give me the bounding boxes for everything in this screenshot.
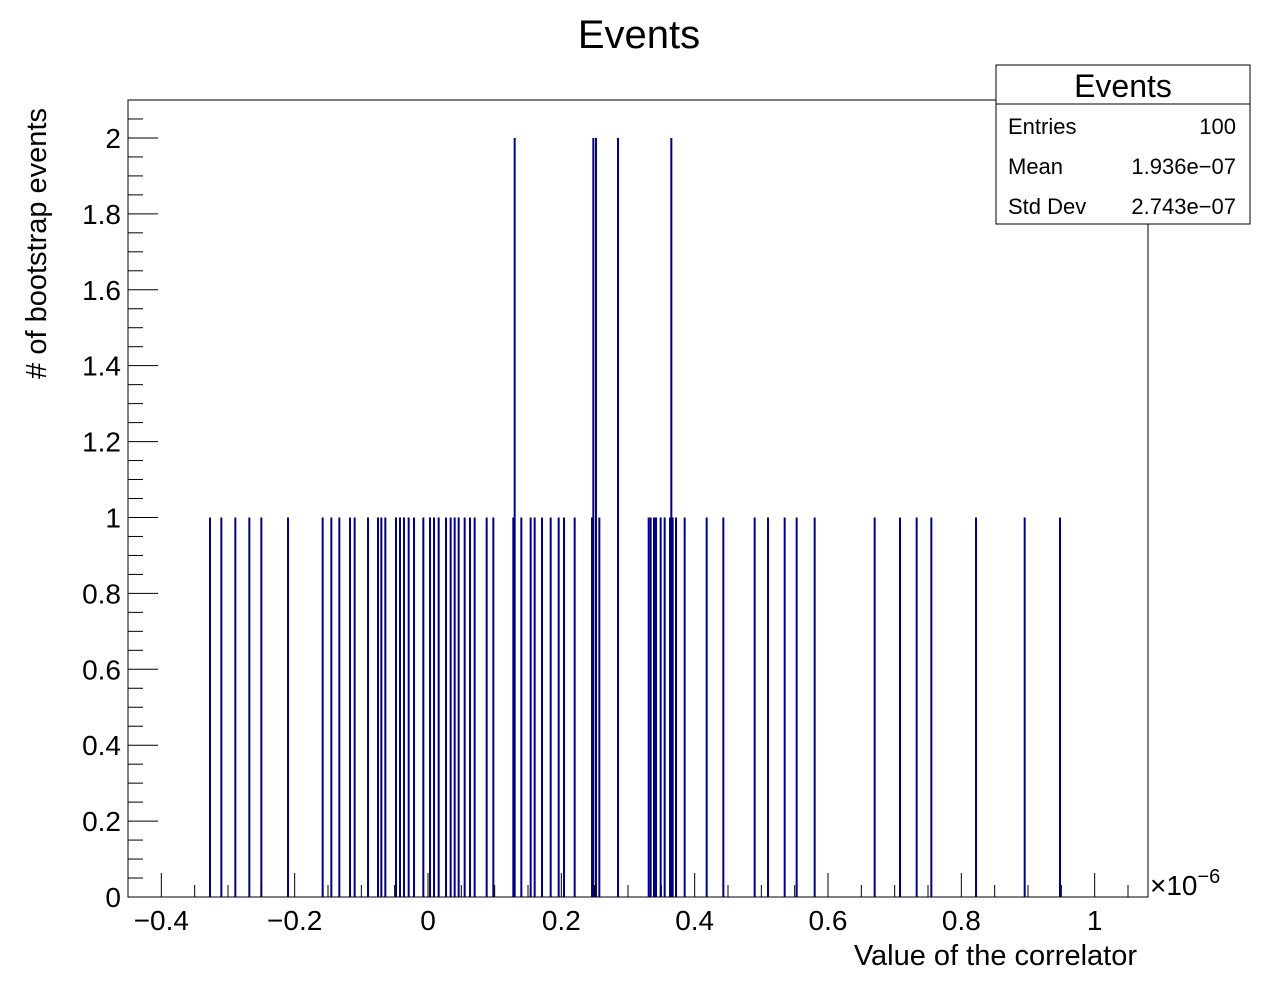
x-tick-label: 0.6 <box>809 905 848 936</box>
y-axis-ticks: 0 0.2 0.4 0.6 0.8 1 1.2 1.4 1.6 1.8 2 <box>82 99 158 913</box>
x-tick-label: −0.2 <box>267 905 322 936</box>
stats-box-title: Events <box>1074 68 1172 104</box>
x-tick-label: 0.8 <box>942 905 981 936</box>
x-tick-label: 1 <box>1087 905 1103 936</box>
chart-title: Events <box>578 13 700 57</box>
x-tick-label: 0 <box>420 905 436 936</box>
stats-mean-value: 1.936e−07 <box>1131 154 1236 179</box>
y-tick-label: 0.2 <box>82 806 121 837</box>
x-tick-label: −0.4 <box>134 905 189 936</box>
y-tick-label: 0.4 <box>82 730 121 761</box>
bars-group <box>209 137 1061 897</box>
y-tick-label: 0.8 <box>82 578 121 609</box>
stats-entries-label: Entries <box>1008 114 1076 139</box>
y-tick-label: 1 <box>105 502 121 533</box>
y-tick-label: 2 <box>105 123 121 154</box>
x-axis-exponent: ×10−6 <box>1150 866 1220 901</box>
stats-stddev-label: Std Dev <box>1008 194 1086 219</box>
x-axis-exponent-base: ×10 <box>1150 870 1198 901</box>
y-tick-label: 0 <box>105 882 121 913</box>
x-axis-label: Value of the correlator <box>854 940 1138 972</box>
x-axis-exponent-power: −6 <box>1198 866 1221 888</box>
y-tick-label: 1.2 <box>82 427 121 458</box>
x-axis-ticks: −0.4 −0.2 0 0.2 0.4 0.6 0.8 1 <box>127 873 1129 936</box>
y-axis-label: # of bootstrap events <box>21 108 53 379</box>
x-tick-label: 0.2 <box>542 905 581 936</box>
y-tick-label: 0.6 <box>82 654 121 685</box>
x-tick-label: 0.4 <box>675 905 714 936</box>
stats-box: Events Entries 100 Mean 1.936e−07 Std De… <box>995 64 1251 225</box>
stats-entries-value: 100 <box>1199 114 1236 139</box>
stats-stddev-value: 2.743e−07 <box>1131 194 1236 219</box>
y-tick-label: 1.4 <box>82 351 121 382</box>
y-tick-label: 1.6 <box>82 275 121 306</box>
stats-box-frame <box>995 64 1251 225</box>
stats-mean-label: Mean <box>1008 154 1063 179</box>
y-tick-label: 1.8 <box>82 199 121 230</box>
